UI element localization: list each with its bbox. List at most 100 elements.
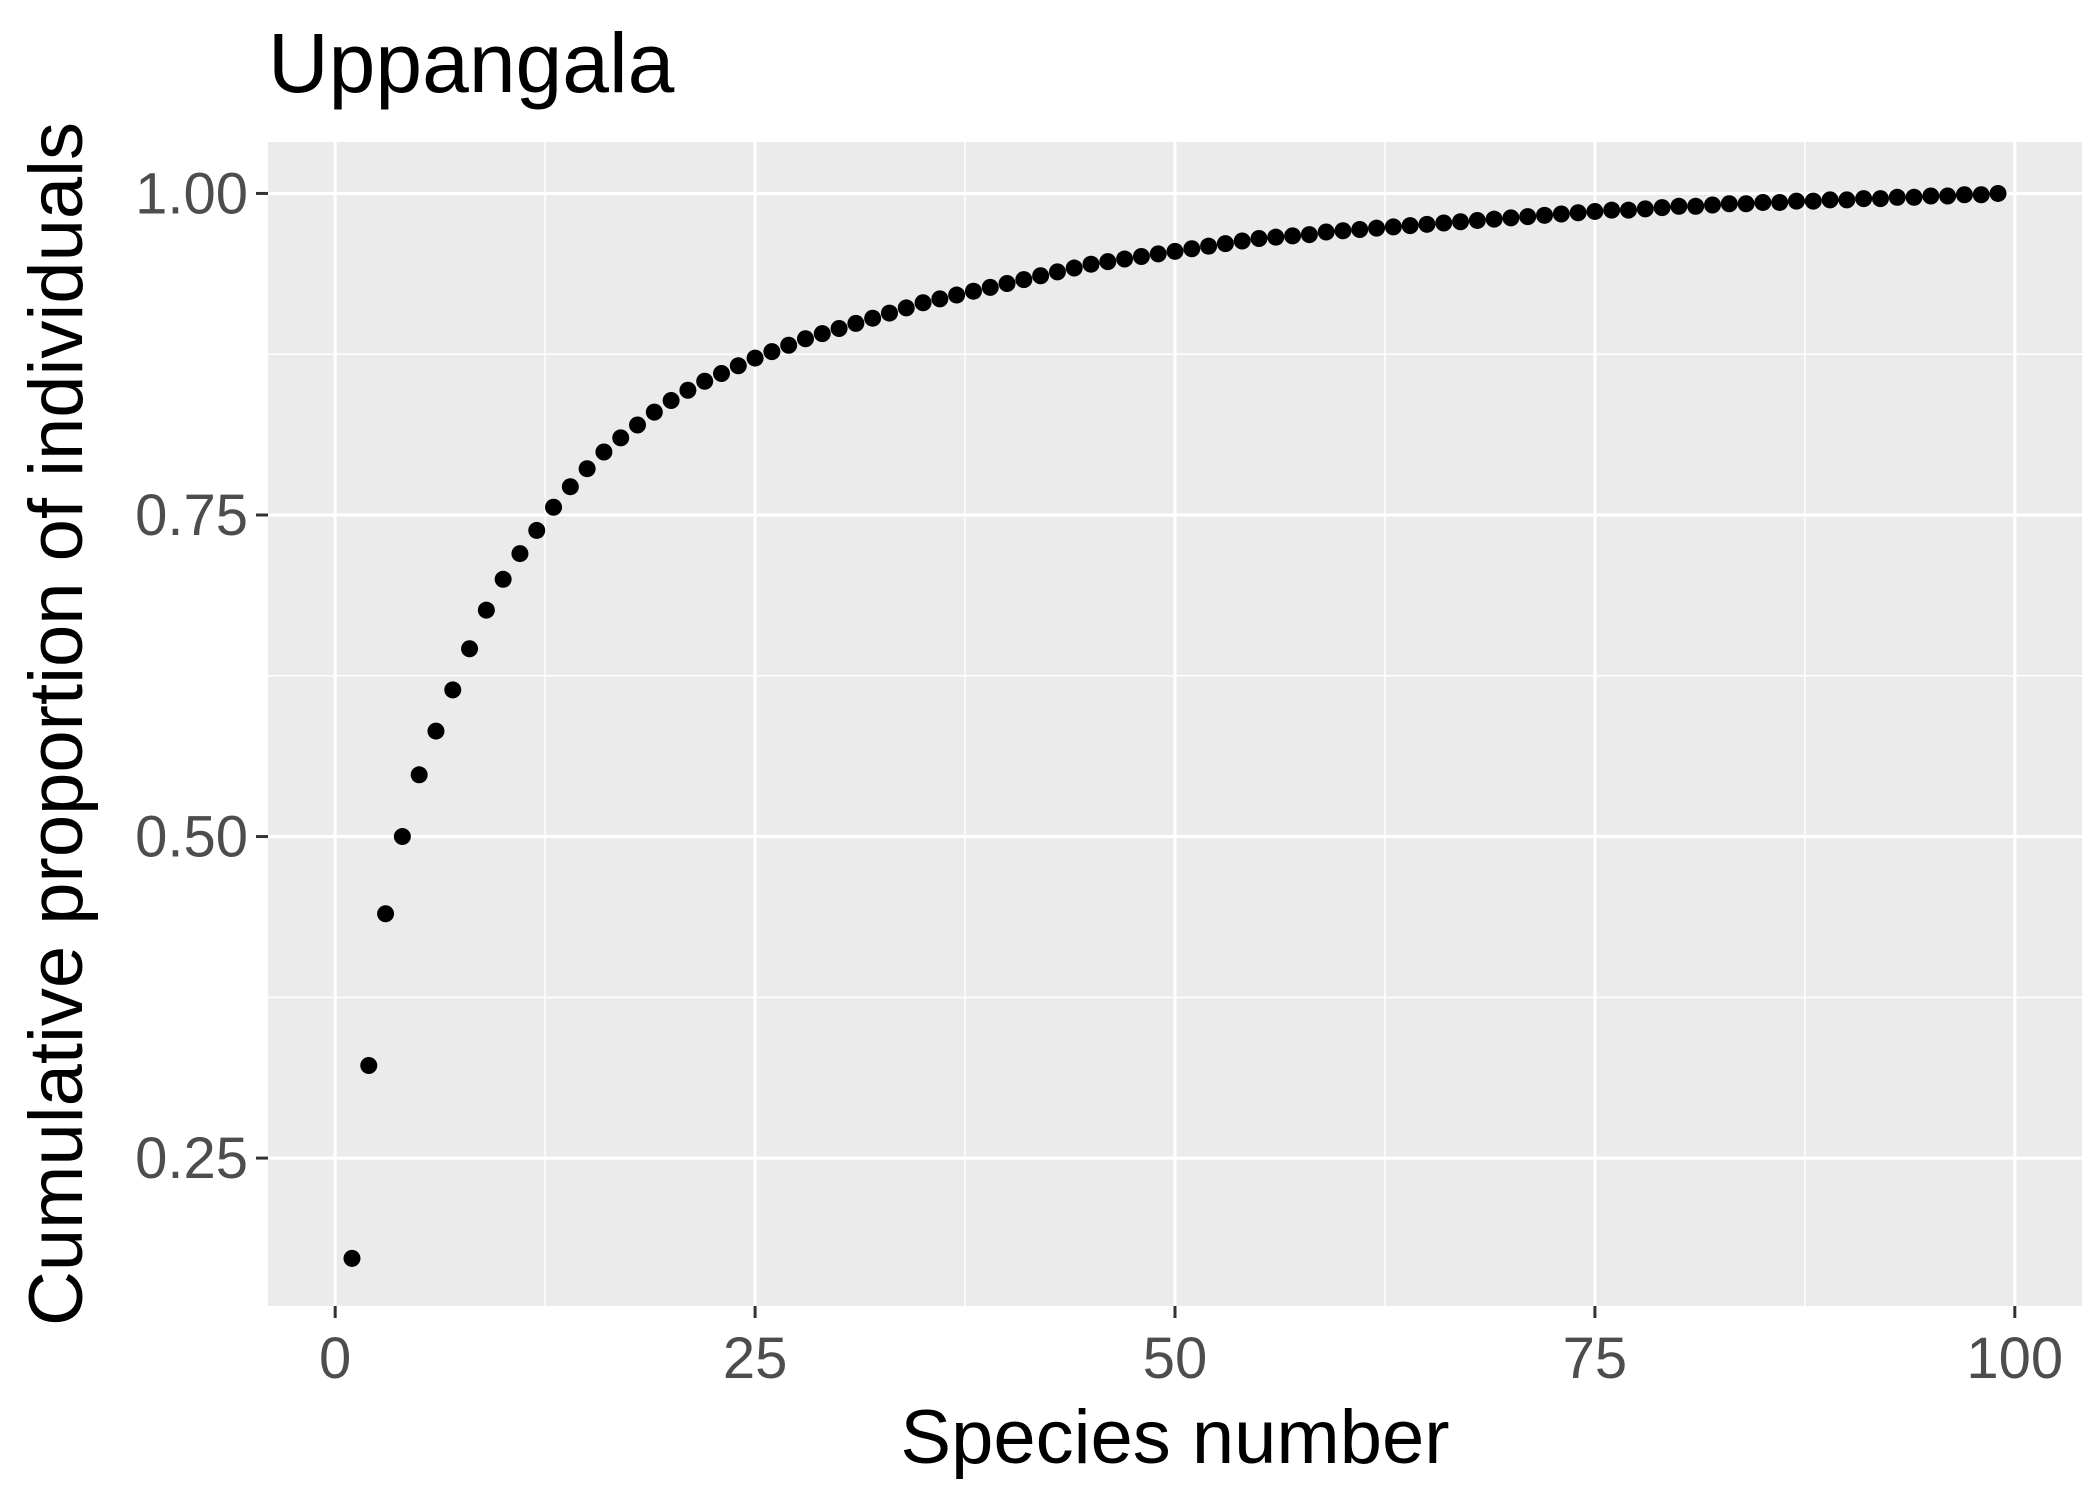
data-point xyxy=(1855,190,1873,208)
data-point xyxy=(981,278,999,296)
data-point xyxy=(830,319,848,337)
data-point xyxy=(1032,267,1050,285)
data-point xyxy=(780,336,798,354)
data-point xyxy=(1384,218,1402,236)
data-point xyxy=(1620,201,1637,219)
data-point xyxy=(897,299,915,317)
x-tick-label: 50 xyxy=(1143,1326,1208,1391)
data-point xyxy=(1754,193,1772,211)
data-point xyxy=(1737,195,1755,213)
data-point xyxy=(1065,259,1083,277)
data-point xyxy=(1552,205,1570,223)
data-point xyxy=(1821,191,1839,209)
data-point xyxy=(1468,211,1486,229)
data-point xyxy=(1166,242,1184,260)
data-point xyxy=(931,290,949,308)
data-point xyxy=(1653,199,1671,217)
data-point xyxy=(729,357,747,375)
data-point xyxy=(1317,223,1335,241)
data-point xyxy=(998,274,1016,292)
x-tick-label: 25 xyxy=(723,1326,788,1391)
data-point xyxy=(528,521,546,539)
x-tick-label: 75 xyxy=(1563,1326,1628,1391)
data-point xyxy=(1888,188,1906,206)
data-point xyxy=(1132,247,1150,265)
data-point xyxy=(1351,220,1369,238)
data-point xyxy=(1787,192,1805,210)
data-point xyxy=(746,349,764,367)
data-point xyxy=(662,392,680,410)
data-point xyxy=(1452,213,1470,231)
data-point xyxy=(444,681,462,699)
data-point xyxy=(1586,202,1604,220)
data-point xyxy=(880,304,898,322)
data-point xyxy=(1216,235,1234,253)
data-point xyxy=(1804,192,1822,210)
data-point xyxy=(1636,200,1654,218)
data-point xyxy=(545,498,563,516)
data-point xyxy=(914,294,932,312)
data-point xyxy=(1569,204,1587,222)
data-point xyxy=(1368,219,1386,237)
data-point xyxy=(410,766,428,784)
data-point xyxy=(1687,197,1705,215)
data-point xyxy=(578,460,596,478)
data-point xyxy=(393,828,411,846)
data-point xyxy=(1905,188,1923,206)
data-point xyxy=(360,1056,378,1074)
data-point xyxy=(1922,187,1940,205)
data-point xyxy=(964,282,982,300)
y-tick-label: 0.25 xyxy=(135,1126,248,1191)
data-point xyxy=(1502,209,1520,227)
data-point xyxy=(343,1249,361,1267)
data-point xyxy=(1972,186,1990,204)
data-point xyxy=(427,722,445,740)
data-point xyxy=(461,640,479,658)
data-point xyxy=(561,478,579,496)
data-point xyxy=(511,545,529,563)
data-point xyxy=(1015,271,1033,289)
data-point xyxy=(1418,215,1436,233)
data-point xyxy=(1183,240,1201,258)
data-point xyxy=(696,372,714,390)
data-point xyxy=(377,905,395,923)
y-tick-label: 0.75 xyxy=(135,483,248,548)
x-axis-title: Species number xyxy=(900,1395,1449,1480)
data-point xyxy=(796,330,814,348)
data-point xyxy=(1519,208,1537,226)
data-point xyxy=(713,365,730,383)
data-point xyxy=(1435,214,1453,232)
data-point xyxy=(1939,187,1957,205)
data-point xyxy=(763,343,781,361)
data-point xyxy=(864,309,882,327)
data-point xyxy=(1771,193,1789,211)
data-point xyxy=(629,416,647,434)
data-point xyxy=(1401,217,1419,235)
y-tick-label: 0.50 xyxy=(135,805,248,870)
data-point xyxy=(1838,191,1856,209)
data-point xyxy=(477,601,495,619)
data-point xyxy=(679,381,697,399)
data-point xyxy=(612,429,630,447)
data-point xyxy=(595,443,613,461)
data-point xyxy=(1200,237,1218,255)
x-tick-label: 100 xyxy=(1966,1326,2063,1391)
data-point xyxy=(847,314,865,332)
data-point xyxy=(1955,186,1973,204)
data-point xyxy=(1099,253,1117,271)
data-point xyxy=(1284,227,1302,245)
x-tick-label: 0 xyxy=(319,1326,351,1391)
data-point xyxy=(1250,229,1268,247)
data-point xyxy=(1720,195,1738,213)
y-tick-label: 1.00 xyxy=(135,161,248,226)
data-point xyxy=(1300,226,1318,244)
data-point xyxy=(1603,201,1621,219)
x-axis: 0 25 50 75 100 xyxy=(319,1306,2063,1391)
data-point xyxy=(1989,184,2007,202)
major-gridlines xyxy=(268,142,2082,1306)
data-point xyxy=(948,286,966,304)
data-point xyxy=(1871,190,1889,208)
y-axis-title: Cumulative proportion of individuals xyxy=(14,122,99,1326)
data-point xyxy=(1485,210,1503,228)
